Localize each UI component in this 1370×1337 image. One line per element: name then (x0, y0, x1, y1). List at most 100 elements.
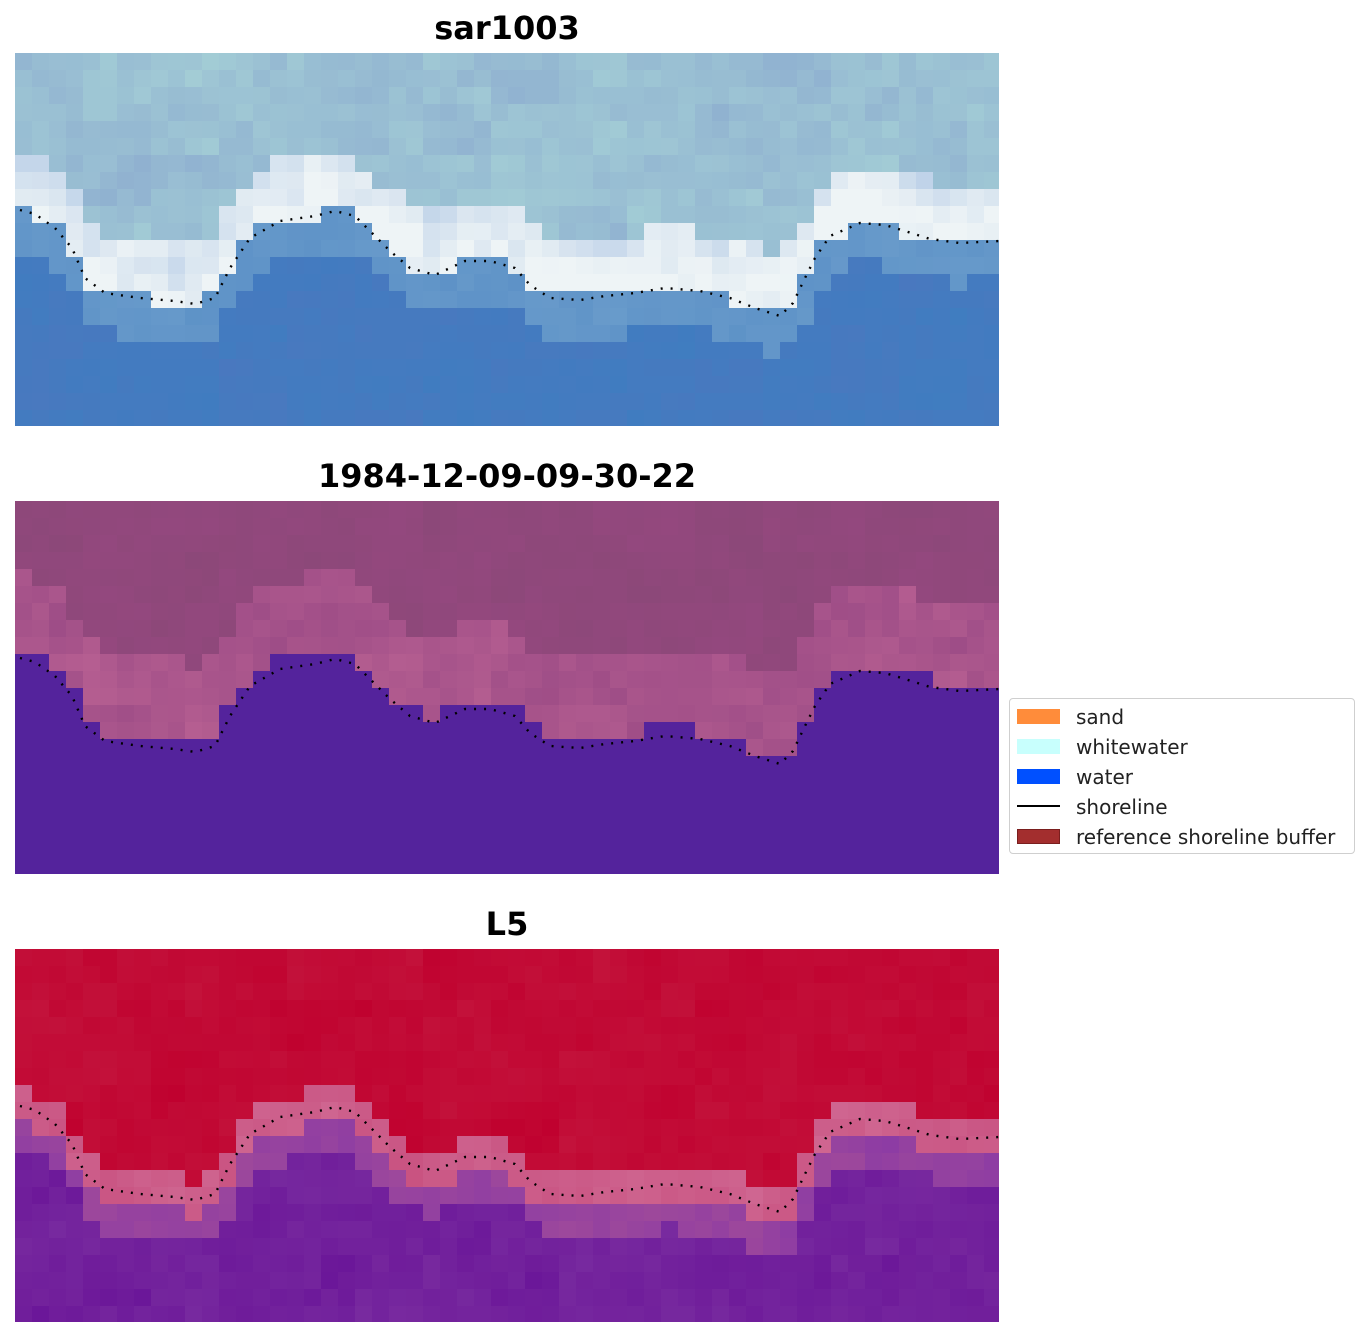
class-pixel (542, 705, 560, 723)
index-pixel (440, 1221, 458, 1239)
index-pixel (797, 1017, 815, 1035)
class-pixel (780, 824, 798, 842)
class-pixel (355, 518, 373, 536)
image-pixel (134, 291, 152, 309)
class-pixel (831, 705, 849, 723)
index-pixel (746, 1136, 764, 1154)
index-pixel (423, 1153, 441, 1171)
class-pixel (270, 535, 288, 553)
image-pixel (219, 308, 237, 326)
class-pixel (474, 654, 492, 672)
class-pixel (797, 790, 815, 808)
index-pixel (644, 983, 662, 1001)
image-pixel (202, 274, 220, 292)
index-pixel (321, 1255, 339, 1273)
class-pixel (865, 620, 883, 638)
class-pixel (780, 501, 798, 519)
image-pixel (117, 342, 135, 360)
index-pixel (49, 966, 67, 984)
index-pixel (491, 1272, 509, 1290)
class-pixel (678, 637, 696, 655)
image-pixel (865, 53, 883, 71)
index-pixel (202, 1119, 220, 1137)
class-pixel (678, 756, 696, 774)
image-pixel (321, 70, 339, 88)
image-pixel (423, 359, 441, 377)
class-pixel (491, 858, 509, 874)
index-pixel (83, 983, 101, 1001)
image-pixel (712, 393, 730, 411)
image-pixel (644, 342, 662, 360)
image-pixel (933, 70, 951, 88)
class-pixel (797, 807, 815, 825)
image-pixel (66, 325, 84, 343)
class-pixel (491, 671, 509, 689)
index-pixel (321, 966, 339, 984)
image-pixel (253, 206, 271, 224)
index-pixel (593, 1289, 611, 1307)
image-pixel (117, 121, 135, 139)
index-pixel (134, 1034, 152, 1052)
index-pixel (814, 1255, 832, 1273)
index-pixel (202, 1017, 220, 1035)
index-pixel (100, 1238, 118, 1256)
image-pixel (66, 393, 84, 411)
image-pixel (780, 308, 798, 326)
class-pixel (423, 620, 441, 638)
image-pixel (423, 376, 441, 394)
index-pixel (15, 1187, 33, 1205)
image-pixel (644, 359, 662, 377)
index-pixel (83, 1238, 101, 1256)
index-pixel (321, 1051, 339, 1069)
class-pixel (644, 688, 662, 706)
image-pixel (372, 172, 390, 190)
class-pixel (967, 739, 985, 757)
index-pixel (559, 1187, 577, 1205)
image-pixel (508, 410, 526, 426)
image-pixel (729, 172, 747, 190)
class-pixel (440, 654, 458, 672)
image-pixel (168, 291, 186, 309)
class-pixel (100, 756, 118, 774)
legend-swatch-whitewater (1017, 739, 1060, 754)
image-pixel (185, 359, 203, 377)
class-pixel (236, 688, 254, 706)
image-pixel (168, 121, 186, 139)
image-pixel (882, 359, 900, 377)
image-pixel (83, 53, 101, 71)
image-pixel (253, 291, 271, 309)
class-pixel (253, 620, 271, 638)
index-pixel (593, 1153, 611, 1171)
class-pixel (66, 756, 84, 774)
image-pixel (933, 393, 951, 411)
image-pixel (134, 376, 152, 394)
index-pixel (661, 1000, 679, 1018)
image-pixel (984, 308, 999, 326)
class-pixel (984, 688, 999, 706)
class-pixel (729, 552, 747, 570)
index-pixel (117, 1255, 135, 1273)
image-pixel (831, 342, 849, 360)
class-pixel (661, 637, 679, 655)
legend: sand whitewater water shoreline referenc… (1009, 698, 1355, 854)
class-pixel (593, 773, 611, 791)
index-pixel (355, 966, 373, 984)
class-pixel (933, 688, 951, 706)
image-pixel (338, 393, 356, 411)
index-pixel (967, 1119, 985, 1137)
index-pixel (15, 1289, 33, 1307)
class-pixel (202, 790, 220, 808)
image-pixel (933, 172, 951, 190)
class-pixel (253, 518, 271, 536)
class-pixel (134, 569, 152, 587)
index-pixel (66, 1170, 84, 1188)
image-pixel (202, 206, 220, 224)
index-pixel (610, 1306, 628, 1322)
index-pixel (83, 1221, 101, 1239)
image-pixel (916, 393, 934, 411)
image-pixel (576, 104, 594, 122)
class-pixel (100, 841, 118, 859)
image-pixel (134, 121, 152, 139)
index-pixel (355, 1034, 373, 1052)
index-pixel (576, 1272, 594, 1290)
